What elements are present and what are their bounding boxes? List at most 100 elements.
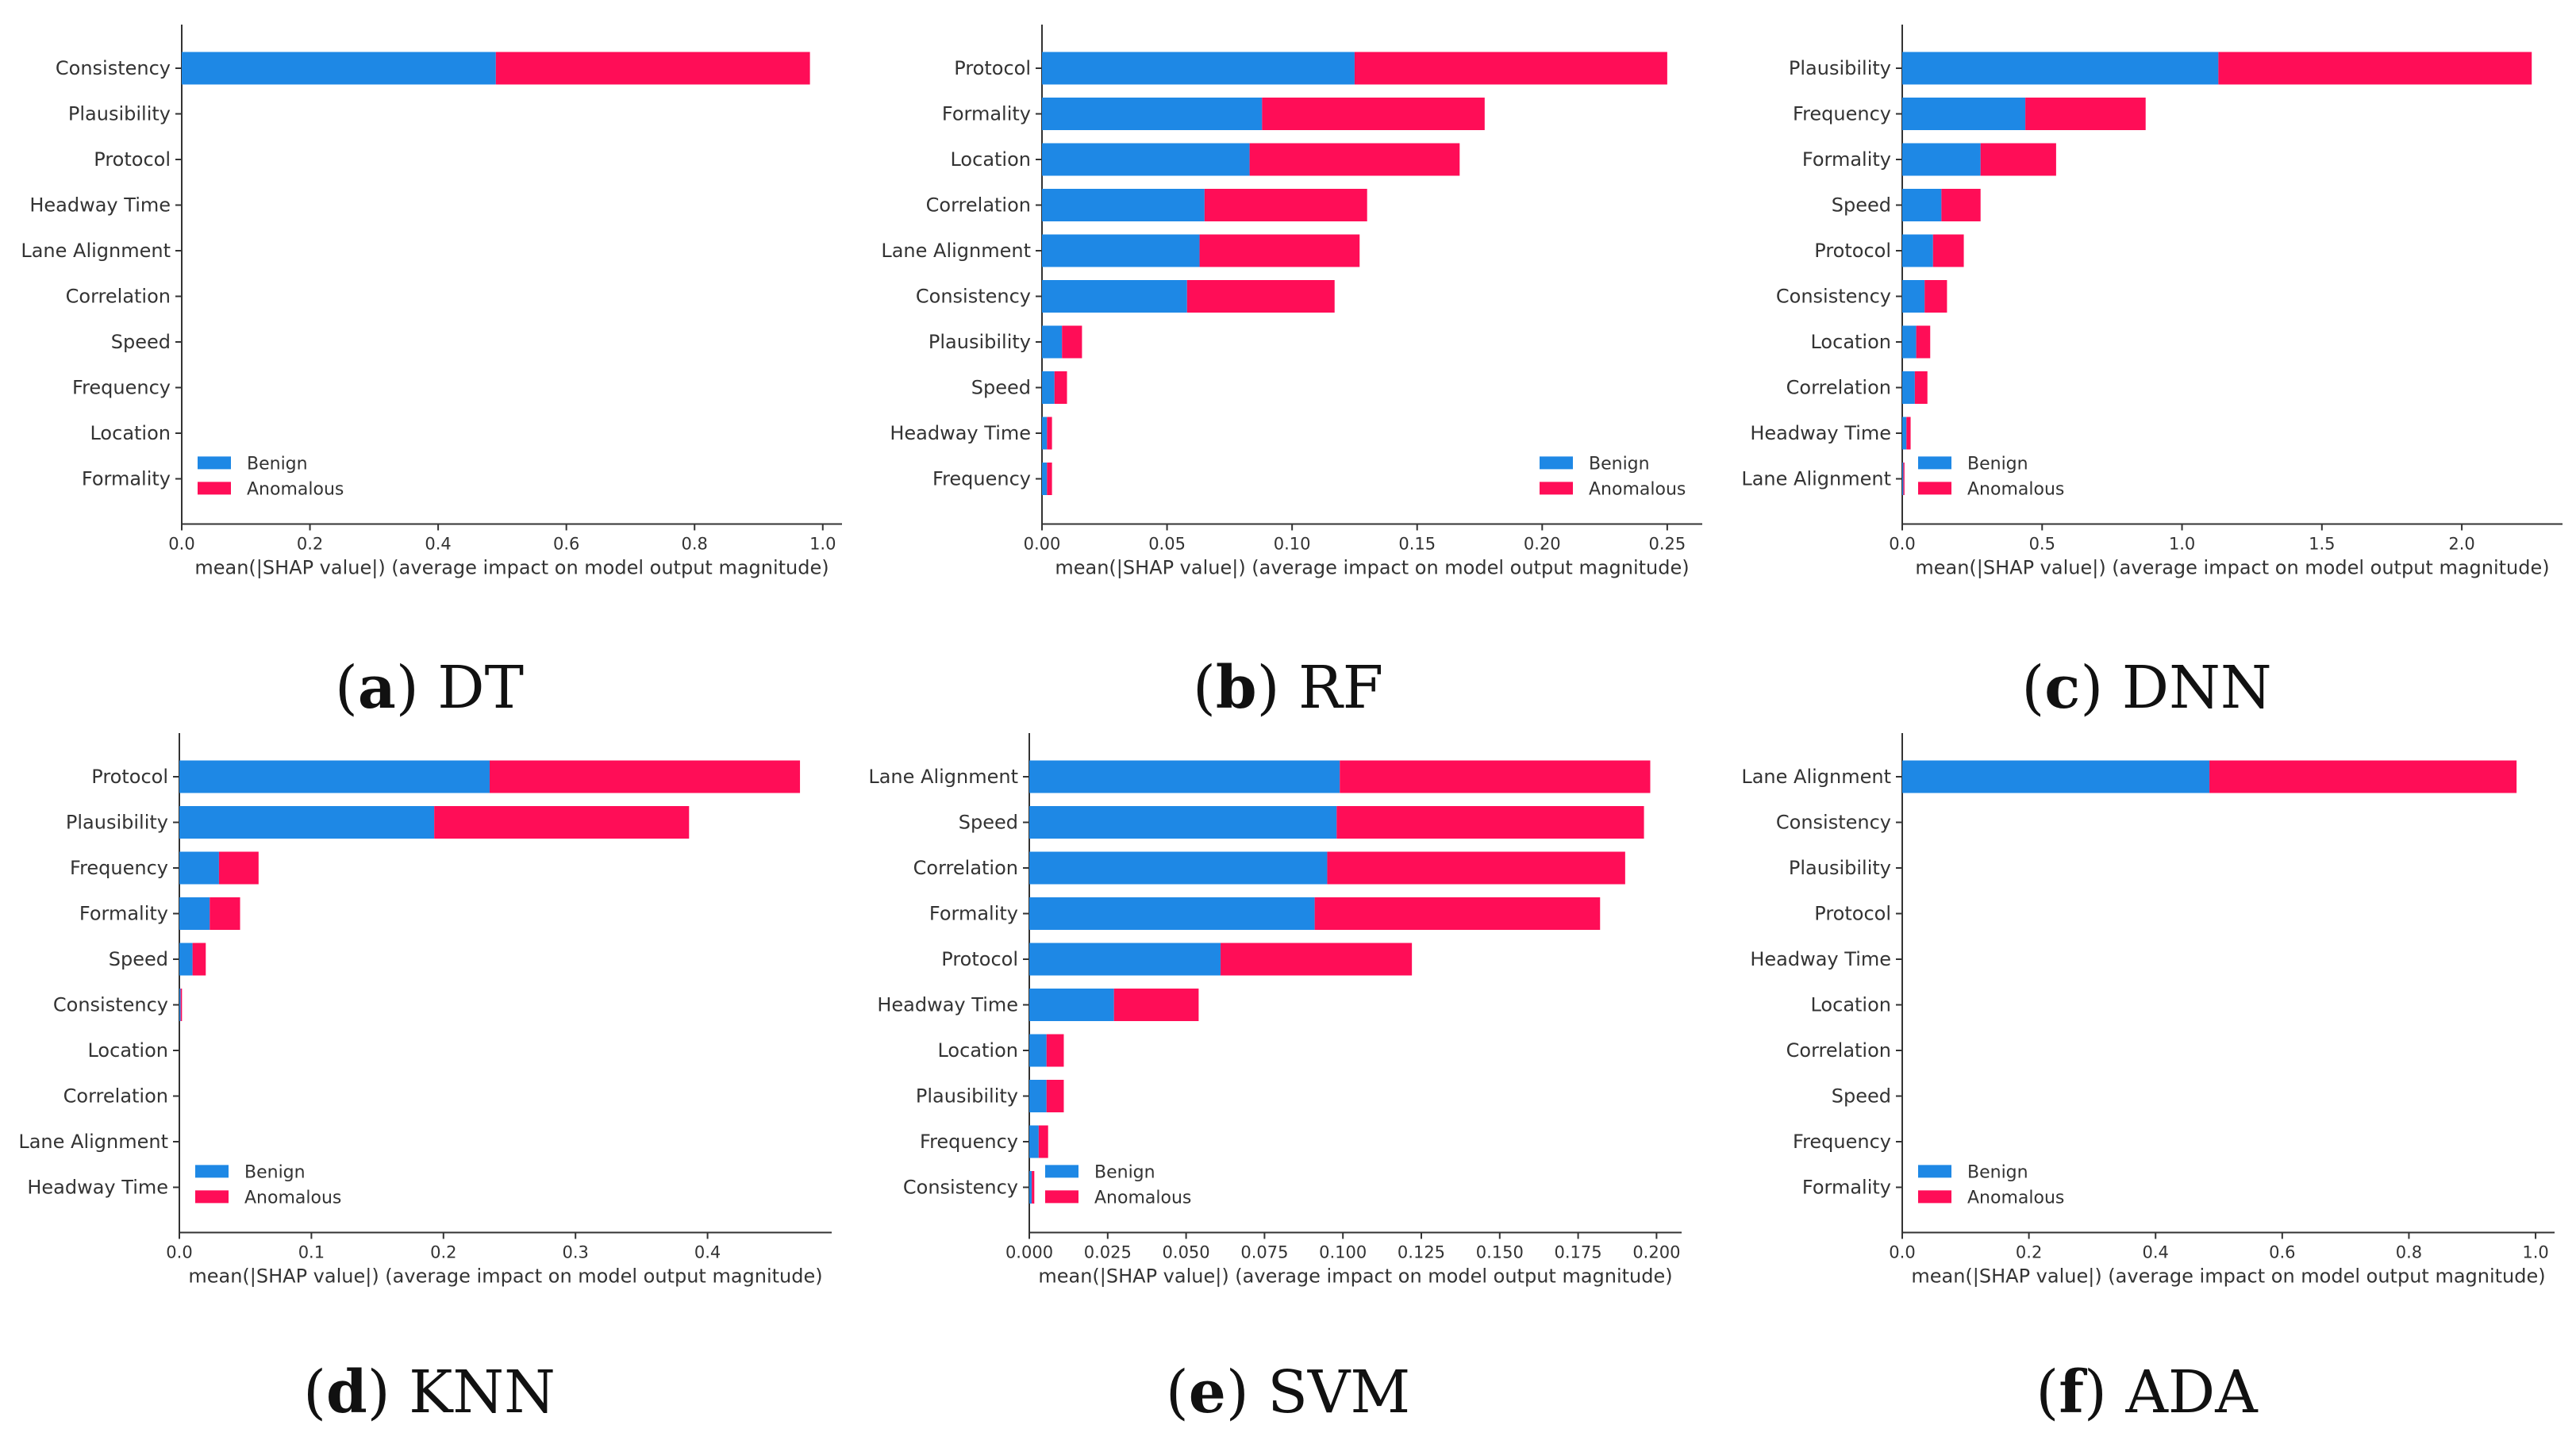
category-label: Correlation	[63, 1085, 168, 1108]
category-label: Speed	[971, 377, 1031, 399]
legend-swatch-anomalous	[198, 482, 231, 495]
x-tick-label: 0.4	[694, 1243, 721, 1262]
x-tick-label: 0.10	[1274, 535, 1311, 554]
legend-label-anomalous: Anomalous	[247, 479, 344, 499]
category-label: Consistency	[1776, 286, 1891, 308]
x-tick-label: 1.5	[2309, 535, 2335, 554]
caption-model: ADA	[2125, 1358, 2258, 1427]
category-label: Lane Alignment	[18, 1131, 168, 1153]
category-label: Formality	[1802, 148, 1891, 171]
legend-swatch-anomalous	[1918, 482, 1951, 495]
bar-benign	[1902, 189, 1942, 221]
category-label: Lane Alignment	[21, 240, 171, 262]
bar-benign	[179, 760, 490, 793]
category-label: Plausibility	[916, 1085, 1018, 1108]
bar-benign	[1029, 1171, 1032, 1204]
x-tick-label: 1.0	[2522, 1243, 2548, 1262]
x-tick-label: 0.3	[562, 1243, 588, 1262]
bar-anomalous	[434, 806, 690, 839]
legend: Benign Anomalous	[1045, 1162, 1191, 1208]
x-axis-label: mean(|SHAP value|) (average impact on mo…	[1915, 557, 2549, 579]
legend: Benign Anomalous	[198, 454, 344, 499]
bar-benign	[1029, 851, 1328, 885]
category-label: Correlation	[1786, 1039, 1891, 1062]
bar-benign	[1042, 417, 1048, 450]
x-axis-label: mean(|SHAP value|) (average impact on mo…	[1911, 1265, 2545, 1288]
category-label: Formality	[79, 903, 168, 925]
bar-benign	[1042, 98, 1263, 130]
x-tick-label: 0.2	[297, 535, 323, 554]
category-label: Plausibility	[68, 103, 171, 125]
bar-benign	[1042, 371, 1055, 404]
caption-letter: b	[1215, 654, 1257, 722]
x-tick-label: 0.8	[2396, 1243, 2422, 1262]
category-label: Protocol	[954, 57, 1031, 79]
bar-benign	[1042, 234, 1200, 267]
category-label: Consistency	[56, 57, 171, 79]
legend-label-benign: Benign	[1967, 454, 2028, 474]
category-label: Plausibility	[929, 331, 1031, 353]
bar-benign	[1042, 52, 1355, 85]
x-tick-label: 0.4	[2143, 1243, 2169, 1262]
legend-label-benign: Benign	[247, 454, 308, 474]
chart-panel-f: Lane Alignment Consistency Plausibility Pro…	[1741, 733, 2555, 1288]
bar-anomalous	[1914, 371, 1928, 404]
bar-benign	[1902, 325, 1917, 359]
x-tick-label: 0.0	[1889, 535, 1915, 554]
category-label: Correlation	[926, 194, 1031, 217]
category-label: Speed	[959, 812, 1018, 834]
legend-swatch-benign	[1918, 1165, 1951, 1178]
x-axis-label: mean(|SHAP value|) (average impact on mo…	[188, 1265, 822, 1288]
bar-benign	[1029, 897, 1315, 930]
x-tick-label: 0.200	[1632, 1243, 1680, 1262]
category-label: Location	[90, 422, 171, 444]
caption-model: SVM	[1267, 1358, 1411, 1427]
bar-anomalous	[180, 989, 183, 1021]
category-label: Frequency	[70, 857, 168, 879]
category-label: Consistency	[916, 286, 1031, 308]
x-tick-label: 1.0	[809, 535, 836, 554]
x-tick-label: 0.8	[682, 535, 708, 554]
bar-benign	[182, 52, 496, 85]
bar-anomalous	[1249, 143, 1460, 176]
legend-label-benign: Benign	[1967, 1162, 2028, 1182]
bar-anomalous	[218, 851, 259, 885]
chart-panel-d: Protocol Plausibility Frequency Formality Sp…	[18, 733, 832, 1288]
legend: Benign Anomalous	[1540, 454, 1686, 499]
bar-anomalous	[1038, 1125, 1048, 1158]
bar-benign	[1902, 98, 2026, 130]
bar-anomalous	[1262, 98, 1485, 130]
bar-anomalous	[1916, 325, 1931, 359]
bar-benign	[1902, 463, 1904, 495]
bar-benign	[1029, 760, 1340, 793]
bar-anomalous	[1980, 143, 2056, 176]
x-tick-label: 0.0	[1889, 1243, 1915, 1262]
bar-anomalous	[2209, 760, 2517, 793]
category-label: Speed	[111, 331, 171, 353]
bar-benign	[179, 989, 181, 1021]
x-tick-label: 0.000	[1005, 1243, 1053, 1262]
x-tick-label: 0.0	[166, 1243, 192, 1262]
caption-model: DNN	[2121, 654, 2272, 722]
caption-d: (d) KNN	[303, 1358, 556, 1427]
category-label: Headway Time	[1750, 948, 1891, 970]
category-label: Consistency	[903, 1177, 1018, 1199]
bar-benign	[1902, 371, 1915, 404]
legend-swatch-benign	[1540, 456, 1573, 470]
bar-benign	[1029, 1080, 1047, 1112]
bar-benign	[179, 806, 435, 839]
category-label: Formality	[82, 468, 171, 490]
bar-benign	[1042, 463, 1048, 495]
x-tick-label: 0.0	[168, 535, 194, 554]
bar-benign	[179, 943, 193, 976]
category-label: Protocol	[941, 948, 1018, 970]
category-label: Headway Time	[29, 194, 171, 217]
bar-benign	[179, 851, 219, 885]
category-label: Protocol	[1814, 903, 1891, 925]
category-label: Headway Time	[890, 422, 1031, 444]
legend-label-anomalous: Anomalous	[244, 1188, 341, 1208]
bar-anomalous	[1054, 371, 1067, 404]
category-label: Lane Alignment	[868, 766, 1018, 788]
category-label: Location	[1810, 331, 1891, 353]
x-tick-label: 0.1	[298, 1243, 325, 1262]
